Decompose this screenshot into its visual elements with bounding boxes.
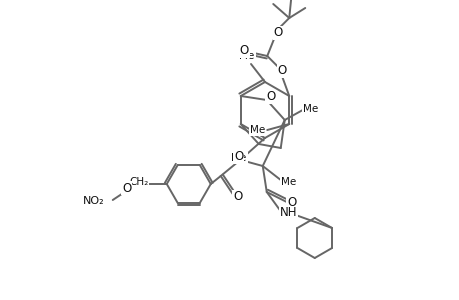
Text: CH₂: CH₂ — [129, 177, 148, 187]
Text: O: O — [286, 196, 296, 209]
Text: O: O — [273, 26, 282, 40]
Text: Me: Me — [302, 104, 318, 114]
Text: NO₂: NO₂ — [83, 196, 105, 206]
Text: Me: Me — [249, 125, 264, 135]
Text: O: O — [233, 190, 242, 203]
Text: Me: Me — [239, 51, 254, 61]
Text: NH: NH — [280, 206, 297, 220]
Text: Me: Me — [231, 153, 246, 163]
Text: O: O — [234, 149, 243, 163]
Text: O: O — [239, 44, 248, 58]
Text: O: O — [266, 91, 275, 103]
Text: O: O — [122, 182, 131, 194]
Text: O: O — [277, 64, 286, 77]
Text: Me: Me — [280, 177, 296, 187]
